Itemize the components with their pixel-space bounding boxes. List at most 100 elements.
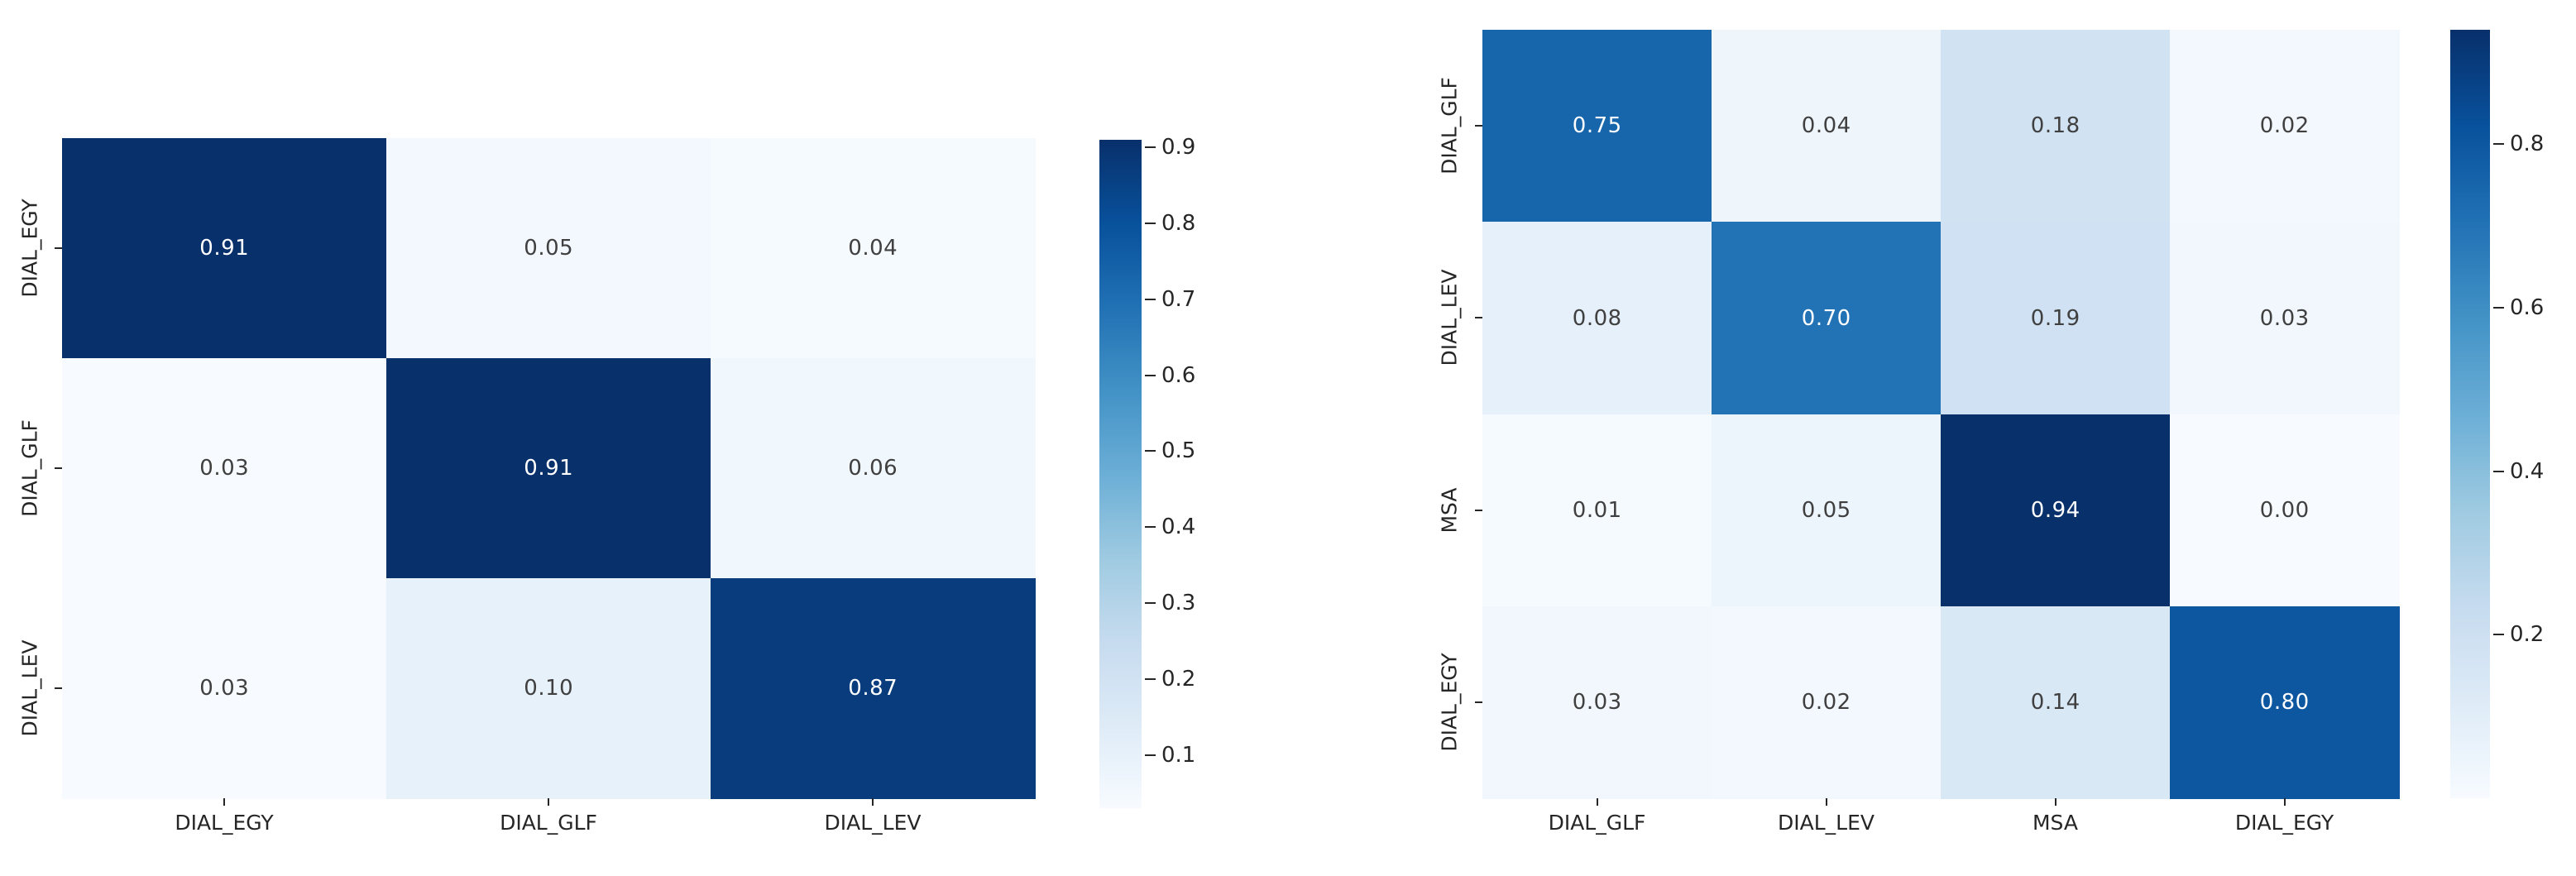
heatmap-cell: 0.02 xyxy=(1712,606,1942,799)
cell-value: 0.70 xyxy=(1801,305,1851,331)
heatmap-cell: 0.01 xyxy=(1482,414,1712,607)
colorbar-tick-label: 0.7 xyxy=(1161,286,1196,312)
y-tick-mark xyxy=(1475,509,1482,511)
x-tick-label: DIAL_GLF xyxy=(1548,811,1646,835)
y-tick-mark xyxy=(55,247,62,249)
cell-value: 0.18 xyxy=(2030,113,2080,139)
y-tick-mark xyxy=(1475,125,1482,127)
colorbar xyxy=(1099,140,1142,808)
cell-value: 0.04 xyxy=(1801,113,1851,139)
heatmap-cell: 0.03 xyxy=(62,578,387,799)
colorbar-tick-label: 0.2 xyxy=(1161,666,1196,692)
heatmap-cell: 0.05 xyxy=(1712,414,1942,607)
heatmap-cell: 0.87 xyxy=(711,578,1036,799)
x-tick-mark xyxy=(223,798,225,806)
colorbar-tick-mark xyxy=(1145,602,1156,605)
heatmap-cell: 0.05 xyxy=(386,138,711,359)
heatmap-cell: 0.08 xyxy=(1482,222,1712,414)
heatmap-cell: 0.91 xyxy=(386,358,711,579)
x-tick-label: DIAL_LEV xyxy=(1778,811,1875,835)
y-tick-label: DIAL_EGY xyxy=(1437,653,1462,752)
colorbar-tick-mark xyxy=(2493,470,2504,472)
cell-value: 0.87 xyxy=(848,676,898,701)
y-tick-label: DIAL_GLF xyxy=(1437,77,1462,175)
heatmap-cell: 0.80 xyxy=(2170,606,2400,799)
colorbar-tick-label: 0.6 xyxy=(1161,362,1196,388)
cell-value: 0.05 xyxy=(524,236,574,261)
heatmap-cell: 0.94 xyxy=(1941,414,2171,607)
colorbar-tick-mark xyxy=(1145,146,1156,149)
cell-value: 0.14 xyxy=(2030,690,2080,716)
colorbar-tick-label: 0.4 xyxy=(1161,515,1196,540)
colorbar-tick-mark xyxy=(1145,754,1156,756)
colorbar-tick-label: 0.8 xyxy=(2510,132,2545,157)
colorbar-tick-label: 0.4 xyxy=(2510,458,2545,484)
colorbar-tick-label: 0.6 xyxy=(2510,295,2545,321)
y-tick-mark xyxy=(1475,317,1482,319)
heatmap-cell: 0.00 xyxy=(2170,414,2400,607)
cell-value: 0.10 xyxy=(524,676,574,701)
heatmap-cell: 0.06 xyxy=(711,358,1036,579)
heatmap-cell: 0.04 xyxy=(1712,30,1942,223)
colorbar-tick-mark xyxy=(2493,634,2504,636)
y-tick-mark xyxy=(1475,701,1482,703)
cell-value: 0.01 xyxy=(1572,497,1622,523)
colorbar-tick-mark xyxy=(1145,450,1156,452)
cell-value: 0.94 xyxy=(2030,497,2080,523)
y-tick-mark xyxy=(55,687,62,689)
heatmap-cell: 0.10 xyxy=(386,578,711,799)
colorbar-tick-label: 0.1 xyxy=(1161,742,1196,768)
cell-value: 0.03 xyxy=(1572,690,1622,716)
colorbar-tick-mark xyxy=(2493,143,2504,146)
heatmap-cell: 0.03 xyxy=(2170,222,2400,414)
heatmap-cell: 0.70 xyxy=(1712,222,1942,414)
y-tick-label: MSA xyxy=(1437,487,1462,534)
x-tick-mark xyxy=(548,798,549,806)
cell-value: 0.06 xyxy=(848,456,898,481)
heatmap-cell: 0.03 xyxy=(1482,606,1712,799)
cell-value: 0.02 xyxy=(2259,113,2310,139)
heatmap-cell: 0.02 xyxy=(2170,30,2400,223)
colorbar-tick-mark xyxy=(2493,307,2504,309)
cell-value: 0.03 xyxy=(199,456,250,481)
x-tick-label: DIAL_GLF xyxy=(500,811,597,835)
colorbar xyxy=(2450,30,2490,798)
cell-value: 0.08 xyxy=(1572,305,1622,331)
colorbar-tick-mark xyxy=(1145,526,1156,529)
heatmap-cell: 0.75 xyxy=(1482,30,1712,223)
colorbar-tick-mark xyxy=(1145,298,1156,300)
heatmap-cell: 0.91 xyxy=(62,138,387,359)
cell-value: 0.05 xyxy=(1801,497,1851,523)
x-tick-mark xyxy=(2054,798,2056,806)
heatmap-cell: 0.14 xyxy=(1941,606,2171,799)
colorbar-tick-mark xyxy=(1145,223,1156,224)
x-tick-mark xyxy=(2283,798,2286,806)
colorbar-tick-label: 0.9 xyxy=(1161,135,1196,160)
cell-value: 0.75 xyxy=(1572,113,1622,139)
colorbar-tick-label: 0.8 xyxy=(1161,211,1196,236)
cell-value: 0.91 xyxy=(524,456,574,481)
colorbar-tick-label: 0.5 xyxy=(1161,438,1196,464)
cell-value: 0.00 xyxy=(2259,497,2310,523)
x-tick-mark xyxy=(872,798,874,806)
x-tick-mark xyxy=(1825,798,1827,806)
y-tick-mark xyxy=(55,467,62,469)
cell-value: 0.03 xyxy=(199,676,250,701)
x-tick-label: DIAL_EGY xyxy=(175,811,274,835)
colorbar-tick-mark xyxy=(1145,677,1156,680)
colorbar-tick-label: 0.3 xyxy=(1161,591,1196,616)
cell-value: 0.19 xyxy=(2030,305,2080,331)
x-tick-mark xyxy=(1596,798,1598,806)
cell-value: 0.02 xyxy=(1801,690,1851,716)
x-tick-label: DIAL_EGY xyxy=(2234,811,2334,835)
cell-value: 0.80 xyxy=(2259,690,2310,716)
cell-value: 0.04 xyxy=(848,236,898,261)
heatmap-cell: 0.04 xyxy=(711,138,1036,359)
heatmap-cell: 0.03 xyxy=(62,358,387,579)
y-tick-label: DIAL_LEV xyxy=(1437,269,1462,366)
x-tick-label: MSA xyxy=(2032,811,2079,835)
cell-value: 0.91 xyxy=(199,236,250,261)
